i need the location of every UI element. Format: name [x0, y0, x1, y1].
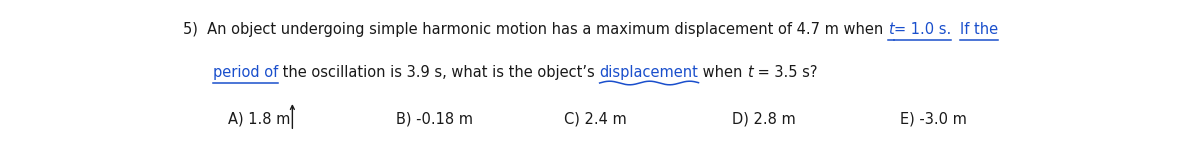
- Text: period of: period of: [214, 65, 278, 80]
- Text: B) -0.18 m: B) -0.18 m: [396, 111, 473, 126]
- Text: = 3.5 s?: = 3.5 s?: [754, 65, 817, 80]
- Text: If the: If the: [960, 22, 998, 37]
- Text: C) 2.4 m: C) 2.4 m: [564, 111, 626, 126]
- Text: D) 2.8 m: D) 2.8 m: [732, 111, 796, 126]
- Text: 5)  An object undergoing simple harmonic motion has a maximum displacement of 4.: 5) An object undergoing simple harmonic …: [182, 22, 888, 37]
- Text: A) 1.8 m: A) 1.8 m: [228, 111, 290, 126]
- Text: E) -3.0 m: E) -3.0 m: [900, 111, 967, 126]
- Text: = 1.0 s.: = 1.0 s.: [894, 22, 950, 37]
- Text: the oscillation is 3.9 s, what is the object’s: the oscillation is 3.9 s, what is the ob…: [278, 65, 600, 80]
- Text: when: when: [698, 65, 748, 80]
- Text: t: t: [748, 65, 754, 80]
- Text: t: t: [888, 22, 894, 37]
- Text: displacement: displacement: [600, 65, 698, 80]
